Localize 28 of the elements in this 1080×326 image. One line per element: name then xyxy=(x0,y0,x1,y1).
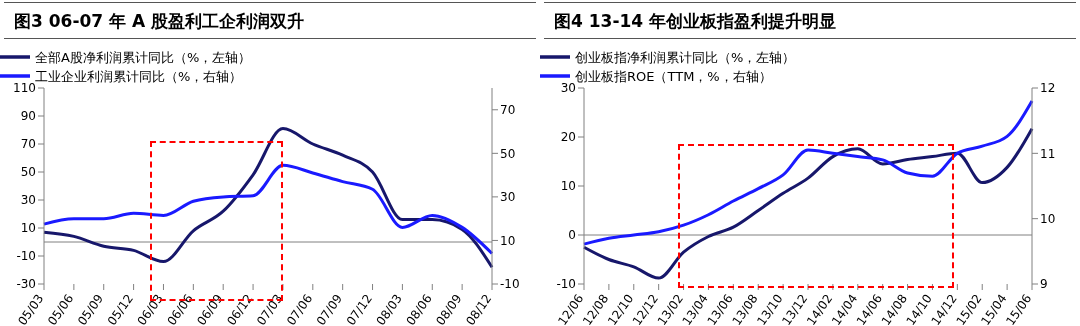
y-tick-label: 0 xyxy=(568,228,576,243)
y-tick-label: 10 xyxy=(20,221,36,236)
y-tick-label: 30 xyxy=(20,193,36,208)
y-tick-label: 20 xyxy=(560,130,576,145)
y2-tick-label: 70 xyxy=(500,103,516,118)
y-tick-label: 70 xyxy=(20,137,36,152)
y2-tick-label: 12 xyxy=(1040,81,1056,96)
y-tick-label: -10 xyxy=(556,277,576,292)
legend-label: 创业板指ROE（TTM，%，右轴） xyxy=(575,69,772,84)
y-tick-label: -10 xyxy=(16,249,36,264)
legend-label: 全部A股净利润累计同比（%，左轴） xyxy=(35,50,252,65)
y-tick-label: 30 xyxy=(560,81,576,96)
y-tick-label: 50 xyxy=(20,165,36,180)
y-tick-label: -30 xyxy=(16,277,36,292)
y-tick-label: 90 xyxy=(20,109,36,124)
y2-tick-label: 11 xyxy=(1040,146,1056,161)
y2-tick-label: 10 xyxy=(500,233,516,248)
y2-tick-label: -10 xyxy=(500,277,520,292)
y2-tick-label: 30 xyxy=(500,190,516,205)
legend-label: 工业企业利润累计同比（%，右轴） xyxy=(35,69,243,84)
y2-tick-label: 9 xyxy=(1040,277,1048,292)
y-tick-label: 10 xyxy=(560,179,576,194)
chart-title: 图4 13-14 年创业板指盈利提升明显 xyxy=(554,10,837,33)
y2-tick-label: 50 xyxy=(500,146,516,161)
legend-label: 创业板指净利润累计同比（%，左轴） xyxy=(575,50,796,65)
chart-title: 图3 06-07 年 A 股盈利工企利润双升 xyxy=(14,10,305,33)
y-tick-label: 110 xyxy=(13,81,36,96)
y2-tick-label: 10 xyxy=(1040,211,1056,226)
